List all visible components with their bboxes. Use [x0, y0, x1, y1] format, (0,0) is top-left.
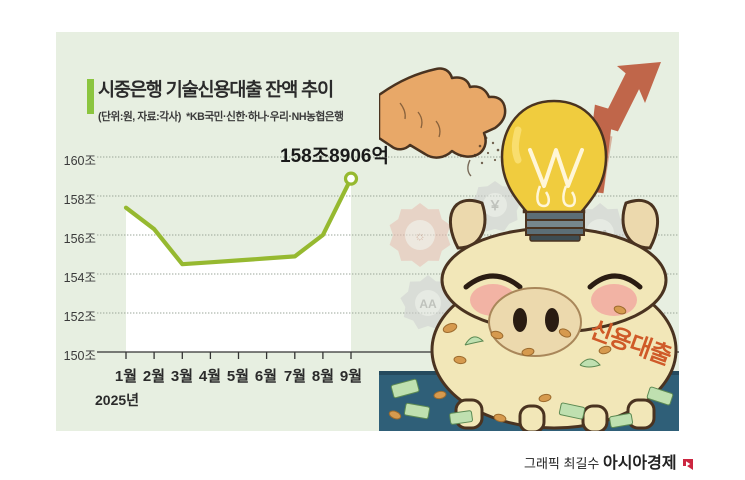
svg-text:AA: AA — [419, 297, 437, 311]
svg-text:☼: ☼ — [414, 228, 426, 243]
svg-text:￥: ￥ — [488, 198, 501, 213]
